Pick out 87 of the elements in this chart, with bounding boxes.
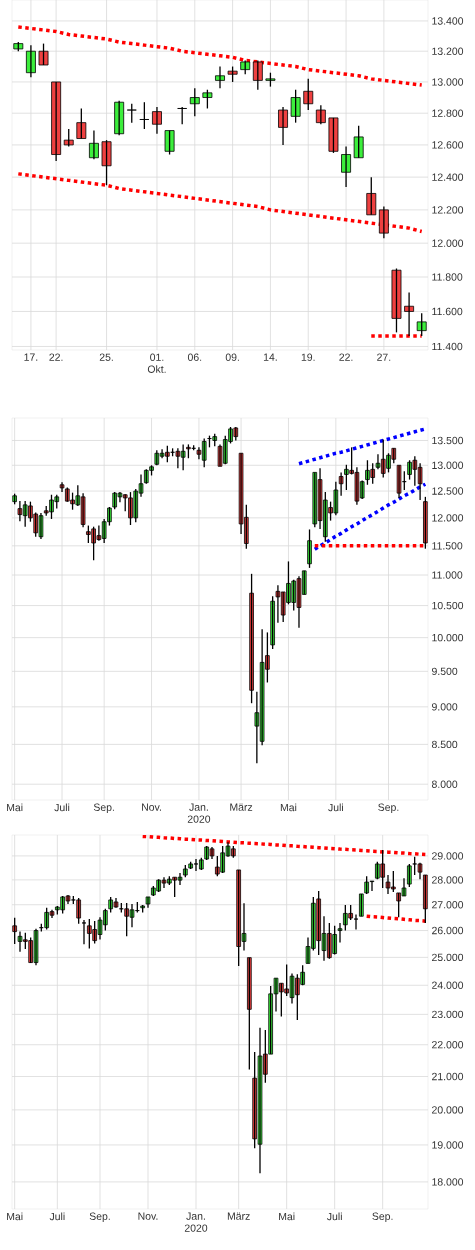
y-tick-label: 12.600 xyxy=(432,141,464,149)
candlestick xyxy=(315,104,326,125)
y-tick-label: 12.800 xyxy=(432,109,464,117)
candlestick xyxy=(76,107,87,140)
x-tick-label: Sep. xyxy=(378,803,399,814)
x-tick-label: 01. Okt. xyxy=(147,353,166,373)
candlestick xyxy=(328,117,339,154)
candlestick xyxy=(12,917,17,945)
candlestick xyxy=(38,42,49,66)
y-tick-label: 12.500 xyxy=(432,487,464,495)
x-tick-label: Jan. 2020 xyxy=(187,803,211,823)
y-tick-label: 11.600 xyxy=(432,307,463,316)
y-tick-label: 10.000 xyxy=(432,633,464,642)
y-tick-label: 25.000 xyxy=(432,953,464,962)
x-tick-label: 25. xyxy=(99,353,113,361)
y-tick-label: 11.500 xyxy=(432,542,463,550)
y-tick-label: 13.000 xyxy=(432,461,464,469)
x-tick-label: Sep. xyxy=(89,1212,110,1223)
x-tick-label: Mai xyxy=(279,1212,295,1221)
y-tick-label: 11.800 xyxy=(432,273,463,281)
y-tick-label: 12.000 xyxy=(432,239,464,247)
x-tick-label: Nov. xyxy=(138,1212,158,1220)
candlestick xyxy=(114,99,125,136)
candlestick xyxy=(290,89,301,124)
x-tick-label: Juli xyxy=(54,803,70,812)
y-tick-label: 24.000 xyxy=(432,981,464,989)
x-tick-label: Sep. xyxy=(93,803,114,814)
candlestick xyxy=(202,89,213,110)
x-tick-label: März xyxy=(227,1212,250,1220)
x-tick-label: 22. xyxy=(339,353,353,361)
y-tick-label: 22.000 xyxy=(432,1041,464,1049)
candlestick xyxy=(337,922,343,944)
x-tick-label: Juli xyxy=(328,803,343,812)
candlestick xyxy=(164,129,175,156)
candlestick xyxy=(215,65,225,89)
x-tick-label: März xyxy=(230,803,253,811)
y-tick-label: 29.000 xyxy=(432,852,464,860)
candlestick xyxy=(416,312,427,337)
x-tick-label: 06. xyxy=(187,353,202,361)
y-tick-label: 26.000 xyxy=(432,926,464,935)
y-tick-label: 13.000 xyxy=(432,78,464,86)
x-tick-label: Sep. xyxy=(372,1212,393,1223)
candlestick xyxy=(353,125,364,159)
y-tick-label: 13.500 xyxy=(432,436,464,445)
candlestick xyxy=(126,103,137,124)
y-tick-label: 20.000 xyxy=(432,1106,464,1114)
x-tick-label: 17. xyxy=(24,353,38,361)
x-tick-label: Mai xyxy=(7,1212,23,1221)
y-tick-label: 10.500 xyxy=(432,601,464,610)
x-tick-label: 19. xyxy=(301,353,315,361)
x-tick-label: Jan. 2020 xyxy=(184,1212,208,1232)
line-series xyxy=(140,835,428,857)
x-tick-label: Juli xyxy=(326,1212,342,1221)
x-tick-label: 27. xyxy=(377,353,391,361)
candlestick xyxy=(189,87,200,117)
x-tick-label: 09. xyxy=(225,353,239,361)
candlestick xyxy=(145,896,151,909)
candlestick xyxy=(139,101,150,130)
y-tick-label: 12.200 xyxy=(432,206,464,214)
y-tick-label: 27.000 xyxy=(432,901,464,909)
y-tick-label: 11.400 xyxy=(432,342,463,351)
y-tick-label: 19.000 xyxy=(432,1141,464,1149)
candlestick xyxy=(101,139,112,186)
y-tick-label: 13.400 xyxy=(432,17,464,25)
x-tick-label: 22. xyxy=(49,353,63,361)
x-tick-label: Mai xyxy=(280,803,297,812)
candlestick xyxy=(366,176,377,216)
x-tick-label: Juli xyxy=(49,1212,65,1221)
candlestick xyxy=(252,59,263,91)
y-tick-label: 21.000 xyxy=(432,1072,464,1081)
y-tick-label: 12.000 xyxy=(432,514,464,522)
y-tick-label: 28.000 xyxy=(432,876,464,884)
y-tick-label: 8.000 xyxy=(431,780,458,788)
candlestick xyxy=(417,862,423,880)
candlestick xyxy=(407,863,412,888)
y-tick-label: 23.000 xyxy=(432,1010,464,1019)
x-tick-label: Nov. xyxy=(142,803,161,811)
y-tick-label: 9.000 xyxy=(432,703,458,711)
x-tick-label: Mai xyxy=(7,803,23,812)
candlestick xyxy=(391,267,402,334)
y-tick-label: 8.500 xyxy=(431,740,458,749)
x-tick-label: 14. xyxy=(263,353,277,361)
y-tick-label: 13.200 xyxy=(432,47,464,55)
y-tick-label: 18.000 xyxy=(432,1178,464,1186)
y-tick-label: 12.400 xyxy=(432,173,464,181)
y-tick-label: 9.500 xyxy=(432,667,458,676)
y-tick-label: 11.000 xyxy=(432,571,463,579)
